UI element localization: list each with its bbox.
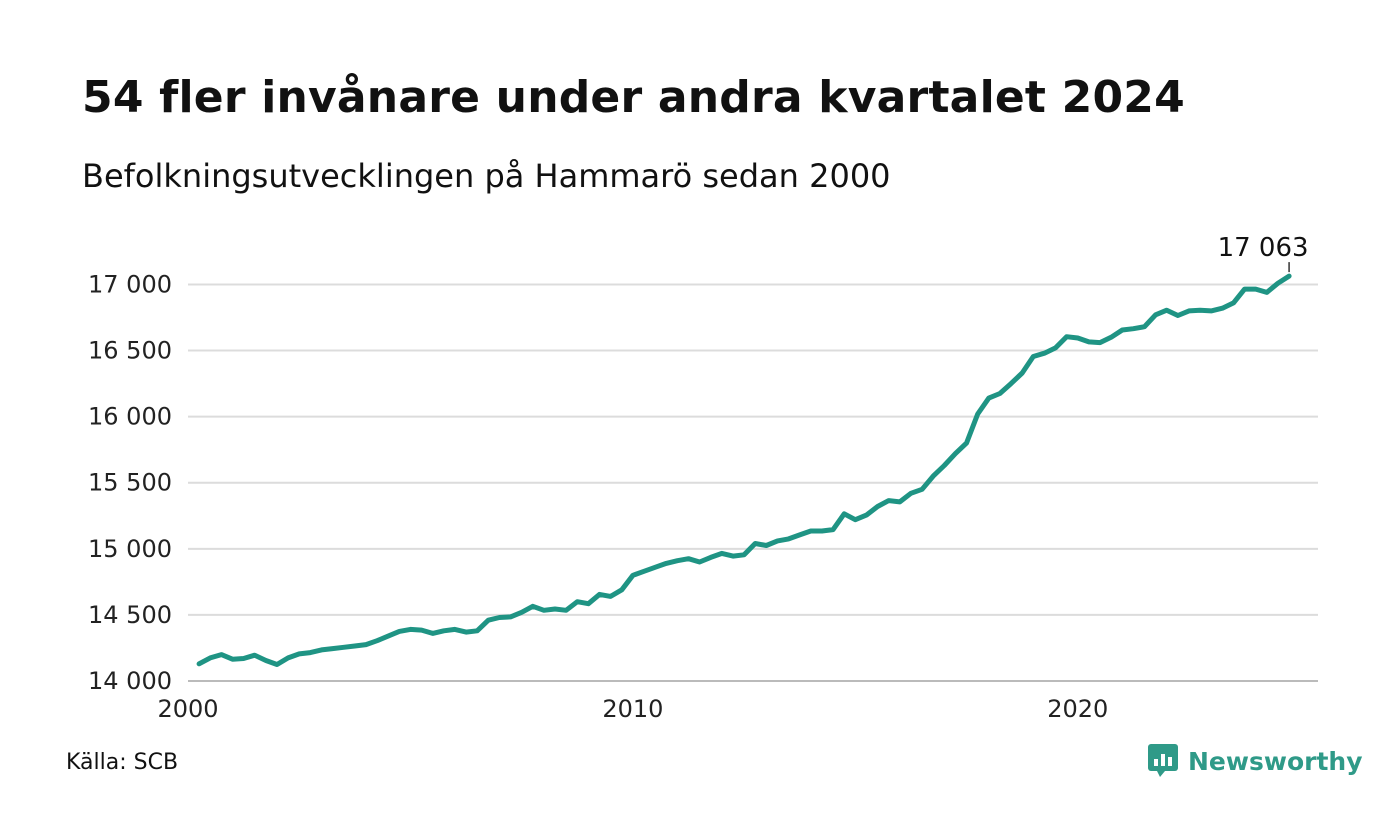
source-note: Källa: SCB <box>66 750 179 775</box>
population-line <box>196 273 1292 667</box>
brand-name: Newsworthy <box>1188 746 1363 776</box>
x-tick-label: 2000 <box>157 695 218 723</box>
y-tick-label: 14 500 <box>88 601 172 629</box>
x-tick-label: 2020 <box>1047 695 1108 723</box>
y-tick-label: 16 000 <box>88 403 172 431</box>
chart-subtitle: Befolkningsutvecklingen på Hammarö sedan… <box>82 157 891 195</box>
x-axis-tick-labels: 2000 2010 2020 <box>157 695 1108 723</box>
y-tick-label: 15 000 <box>88 535 172 563</box>
y-axis-tick-labels: 14 000 14 500 15 000 15 500 16 000 16 500 17 0… <box>88 270 172 695</box>
newsworthy-logo-icon <box>1148 744 1178 777</box>
brand-logo[interactable]: Newsworthy <box>1148 744 1363 778</box>
y-tick-label: 14 000 <box>88 667 172 695</box>
x-tick-label: 2010 <box>602 695 663 723</box>
y-tick-label: 17 000 <box>88 270 172 298</box>
chart-title: 54 fler invånare under andra kvartalet 2… <box>82 72 1185 123</box>
end-value-label: 17 063 <box>1218 233 1309 263</box>
y-tick-label: 16 500 <box>88 337 172 365</box>
grid-lines <box>188 283 1318 616</box>
y-tick-label: 15 500 <box>88 469 172 497</box>
